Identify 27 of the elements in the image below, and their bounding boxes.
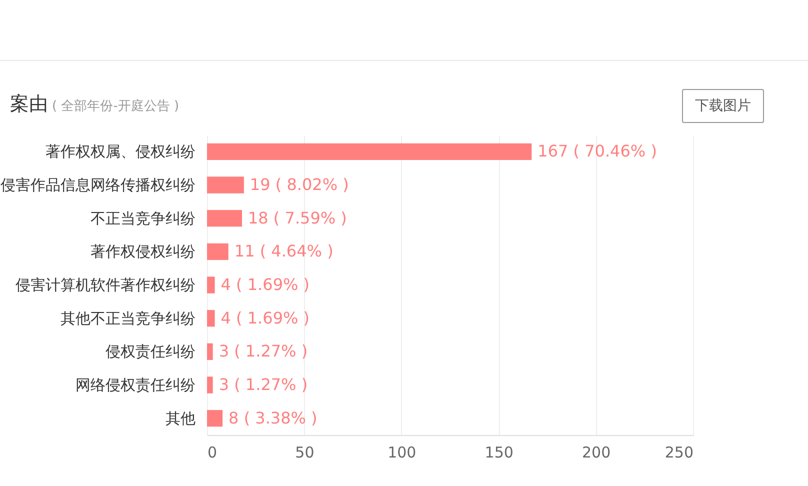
data-label: 18 ( 7.59% ) <box>248 208 347 228</box>
y-tick-label: 不正当竞争纠纷 <box>90 209 196 228</box>
data-label: 8 ( 3.38% ) <box>228 408 318 428</box>
data-label: 19 ( 8.02% ) <box>250 175 349 194</box>
data-label: 11 ( 4.64% ) <box>234 242 334 261</box>
y-tick-label: 侵害作品信息网络传播权纠纷 <box>0 176 196 194</box>
x-tick-label: 0 <box>208 444 218 462</box>
text: 案由 <box>10 93 48 115</box>
x-tick-label: 200 <box>582 444 611 462</box>
x-tick-label: 250 <box>664 444 694 462</box>
y-tick-label: 著作权权属、侵权纠纷 <box>46 142 196 161</box>
x-tick-label: 100 <box>388 444 416 462</box>
y-tick-label: 著作权侵权纠纷 <box>90 242 196 261</box>
y-tick-label: 侵害计算机软件著作权纠纷 <box>16 276 196 294</box>
data-label: 4 ( 1.69% ) <box>220 308 310 328</box>
data-label: 3 ( 1.27% ) <box>218 342 308 361</box>
data-label: 167 ( 70.46% ) <box>538 142 657 161</box>
download-button: 下载图片 <box>682 89 764 123</box>
x-tick-label: 50 <box>295 444 314 462</box>
y-tick-label: 网络侵权责任纠纷 <box>76 376 196 394</box>
y-tick-label: 其他不正当竞争纠纷 <box>60 309 196 328</box>
x-tick-label: 150 <box>484 444 514 462</box>
y-tick-label: 其他 <box>166 409 196 428</box>
data-label: 4 ( 1.69% ) <box>220 275 310 294</box>
chart-subtitle: ( 全部年份-开庭公告 ) <box>52 99 180 114</box>
y-tick-label: 侵权责任纠纷 <box>106 342 196 361</box>
data-label: 3 ( 1.27% ) <box>218 375 308 394</box>
